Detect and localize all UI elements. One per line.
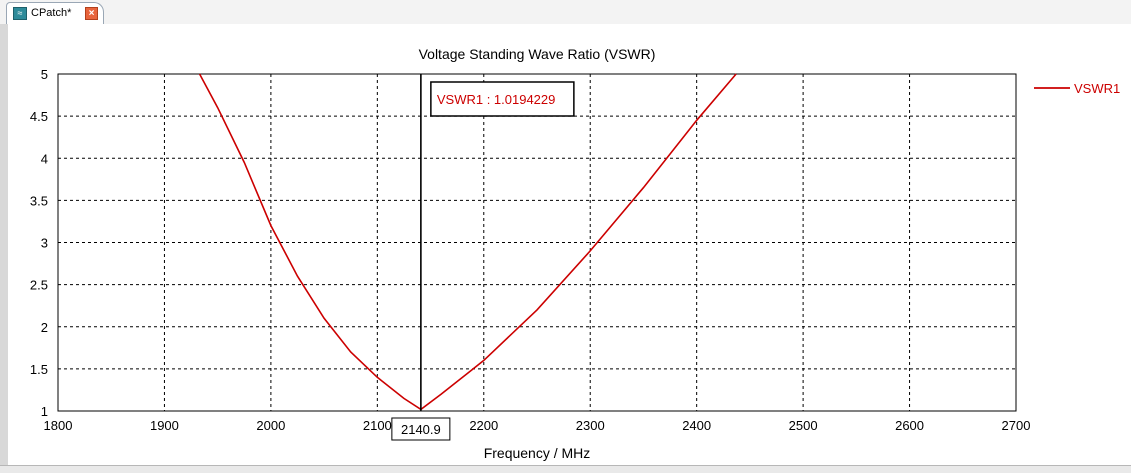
vswr-chart: Voltage Standing Wave Ratio (VSWR) Frequ… <box>30 46 1120 461</box>
series-group <box>198 73 737 411</box>
x-tick-label: 2200 <box>469 418 498 433</box>
x-tick-label: 2600 <box>895 418 924 433</box>
y-tick-label: 2 <box>41 320 48 335</box>
wave-icon: ≈ <box>13 7 27 20</box>
chart-panel: Voltage Standing Wave Ratio (VSWR) Frequ… <box>0 24 1131 465</box>
x-tick-label: 2500 <box>789 418 818 433</box>
x-tick-label: 1800 <box>44 418 73 433</box>
marker-group: VSWR1 : 1.0194229 2140.9 <box>391 74 575 441</box>
y-tick-label: 3 <box>41 236 48 251</box>
chart-title: Voltage Standing Wave Ratio (VSWR) <box>419 46 656 62</box>
tab-label: CPatch* <box>31 7 72 19</box>
y-tick-label: 4 <box>41 151 48 166</box>
bottom-tab-strip <box>0 465 1131 473</box>
close-icon[interactable]: × <box>85 7 98 20</box>
y-tick-label: 5 <box>41 67 48 82</box>
x-tick-label: 2000 <box>256 418 285 433</box>
plot-area <box>57 73 1017 412</box>
tab-bar: ≈ CPatch* × <box>0 0 1131 25</box>
y-tick-label: 3.5 <box>30 193 48 208</box>
x-tick-label: 1900 <box>150 418 179 433</box>
marker-x-label: 2140.9 <box>401 422 441 437</box>
y-tick-label: 4.5 <box>30 109 48 124</box>
marker-label-box <box>430 81 575 117</box>
x-tick-label: 2400 <box>682 418 711 433</box>
marker-label: VSWR1 : 1.0194229 <box>437 92 556 107</box>
x-tick-label: 2700 <box>1002 418 1031 433</box>
y-tick-label: 2.5 <box>30 278 48 293</box>
tick-labels: 1800 1900 2000 2100 2200 2300 2400 2500 2600 2700… <box>30 67 1031 433</box>
y-tick-label: 1 <box>41 404 48 419</box>
series-line <box>198 73 737 411</box>
x-tick-label: 2100 <box>363 418 392 433</box>
x-axis-label: Frequency / MHz <box>484 445 591 461</box>
grid-lines <box>58 74 1016 411</box>
y-tick-label: 1.5 <box>30 362 48 377</box>
legend: VSWR1 <box>1034 81 1120 96</box>
x-tick-label: 2300 <box>576 418 605 433</box>
legend-label: VSWR1 <box>1074 81 1120 96</box>
marker-x-box <box>391 417 451 441</box>
tab-cpatch[interactable]: ≈ CPatch* × <box>6 2 104 24</box>
